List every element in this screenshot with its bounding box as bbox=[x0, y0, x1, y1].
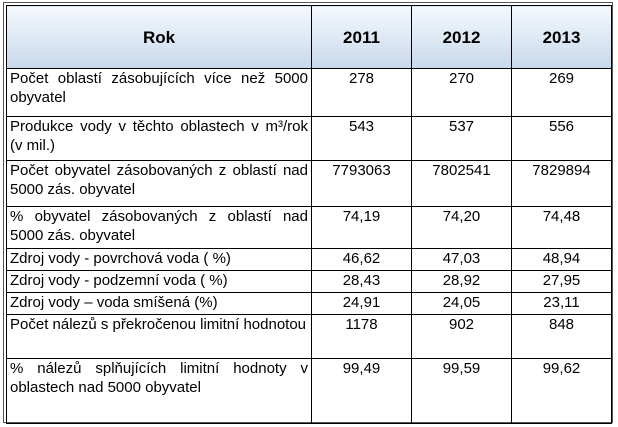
table-row: Produkce vody v těchto oblastech v m³/ro… bbox=[6, 116, 612, 161]
row-label: % nálezů splňujících limitní hodnoty v o… bbox=[6, 358, 312, 424]
row-label: Zdroj vody – voda smíšená (%) bbox=[6, 292, 312, 315]
row-label: Zdroj vody - povrchová voda ( %) bbox=[6, 248, 312, 271]
table-row: Zdroj vody - podzemní voda ( %) 28,43 28,9… bbox=[6, 270, 612, 293]
cell-value: 99,59 bbox=[411, 358, 512, 424]
cell-value: 47,03 bbox=[411, 248, 512, 271]
cell-value: 46,62 bbox=[311, 248, 412, 271]
data-table: Rok 2011 2012 2013 Počet oblastí zásobující… bbox=[6, 5, 612, 424]
cell-value: 28,43 bbox=[311, 270, 412, 293]
table-body: Počet oblastí zásobujících více než 5000… bbox=[6, 68, 612, 424]
row-label: Počet nálezů s překročenou limitní hodno… bbox=[6, 314, 312, 359]
cell-value: 24,05 bbox=[411, 292, 512, 315]
cell-value: 99,49 bbox=[311, 358, 412, 424]
header-cell: Rok bbox=[6, 5, 312, 69]
row-label: Počet obyvatel zásobovaných z oblastí na… bbox=[6, 160, 312, 207]
row-label: Produkce vody v těchto oblastech v m³/ro… bbox=[6, 116, 312, 161]
table-row: Zdroj vody - povrchová voda ( %) 46,62 47,… bbox=[6, 248, 612, 271]
cell-value: 537 bbox=[411, 116, 512, 161]
table-row: % obyvatel zásobovaných z oblastí nad 50… bbox=[6, 206, 612, 249]
cell-value: 48,94 bbox=[511, 248, 612, 271]
cell-value: 74,20 bbox=[411, 206, 512, 249]
cell-value: 28,92 bbox=[411, 270, 512, 293]
cell-value: 74,19 bbox=[311, 206, 412, 249]
cell-value: 1178 bbox=[311, 314, 412, 359]
cell-value: 543 bbox=[311, 116, 412, 161]
cell-value: 556 bbox=[511, 116, 612, 161]
header-cell: 2012 bbox=[411, 5, 512, 69]
row-label: Zdroj vody - podzemní voda ( %) bbox=[6, 270, 312, 293]
cell-value: 23,11 bbox=[511, 292, 612, 315]
header-cell: 2011 bbox=[311, 5, 412, 69]
cell-value: 278 bbox=[311, 68, 412, 117]
cell-value: 27,95 bbox=[511, 270, 612, 293]
cell-value: 24,91 bbox=[311, 292, 412, 315]
header-row: Rok 2011 2012 2013 bbox=[6, 5, 612, 69]
table-row: Počet nálezů s překročenou limitní hodno… bbox=[6, 314, 612, 359]
cell-value: 7793063 bbox=[311, 160, 412, 207]
cell-value: 848 bbox=[511, 314, 612, 359]
cell-value: 270 bbox=[411, 68, 512, 117]
row-label: Počet oblastí zásobujících více než 5000… bbox=[6, 68, 312, 117]
row-label: % obyvatel zásobovaných z oblastí nad 50… bbox=[6, 206, 312, 249]
header-cell: 2013 bbox=[511, 5, 612, 69]
cell-value: 7802541 bbox=[411, 160, 512, 207]
table-row: % nálezů splňujících limitní hodnoty v o… bbox=[6, 358, 612, 424]
table-row: Počet obyvatel zásobovaných z oblastí na… bbox=[6, 160, 612, 207]
cell-value: 74,48 bbox=[511, 206, 612, 249]
cell-value: 269 bbox=[511, 68, 612, 117]
table-row: Počet oblastí zásobujících více než 5000… bbox=[6, 68, 612, 117]
table-row: Zdroj vody – voda smíšená (%) 24,91 24,05 2… bbox=[6, 292, 612, 315]
table-frame: Rok 2011 2012 2013 Počet oblastí zásobující… bbox=[3, 2, 613, 424]
cell-value: 902 bbox=[411, 314, 512, 359]
cell-value: 7829894 bbox=[511, 160, 612, 207]
cell-value: 99,62 bbox=[511, 358, 612, 424]
